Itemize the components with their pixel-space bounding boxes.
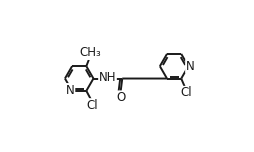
Text: N: N [66,84,75,97]
Text: N: N [186,60,195,73]
Text: Cl: Cl [180,86,192,99]
Text: CH₃: CH₃ [79,46,101,59]
Text: O: O [116,91,125,104]
Text: Cl: Cl [86,99,98,112]
Text: NH: NH [99,71,116,84]
